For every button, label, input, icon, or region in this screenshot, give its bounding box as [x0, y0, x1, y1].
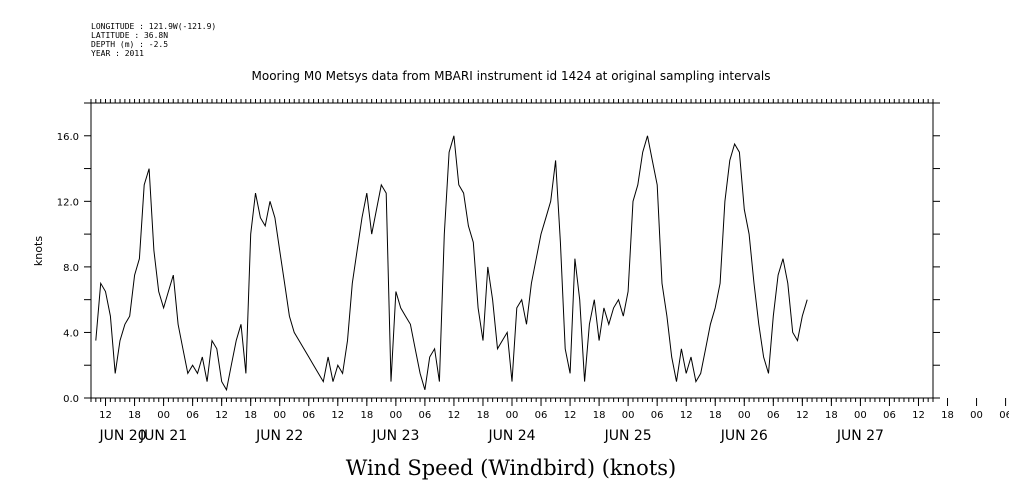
x-tick-label: 18: [360, 410, 373, 421]
x-tick-label: 18: [825, 410, 838, 421]
x-tick-label: 06: [419, 410, 432, 421]
x-tick-label: 06: [651, 410, 664, 421]
meta-depth: DEPTH (m) : -2.5: [91, 40, 169, 49]
x-date-label: JUN 22: [255, 428, 303, 444]
x-tick-label: 12: [564, 410, 577, 421]
x-tick-label: 00: [970, 410, 983, 421]
x-date-label: JUN 24: [487, 428, 535, 444]
meta-latitude: LATITUDE : 36.8N: [91, 31, 169, 40]
x-tick-label: 00: [622, 410, 635, 421]
x-tick-label: 12: [448, 410, 461, 421]
x-tick-label: 18: [477, 410, 490, 421]
x-tick-label: 06: [535, 410, 548, 421]
x-tick-label: 00: [854, 410, 867, 421]
x-date-label: JUN 20: [98, 428, 146, 444]
x-tick-label: 06: [883, 410, 896, 421]
meta-year: YEAR : 2011: [91, 49, 144, 58]
x-tick-label: 06: [302, 410, 315, 421]
x-date-label: JUN 25: [604, 428, 652, 444]
x-tick-label: 12: [331, 410, 344, 421]
chart-caption: Wind Speed (Windbird) (knots): [346, 456, 676, 480]
y-axis-label: knots: [32, 236, 45, 266]
x-tick-label: 12: [215, 410, 228, 421]
x-tick-label: 12: [912, 410, 925, 421]
y-tick-label: 12.0: [57, 197, 79, 208]
x-tick-label: 00: [389, 410, 402, 421]
x-tick-label: 00: [738, 410, 751, 421]
y-tick-label: 8.0: [63, 263, 79, 274]
metadata-block: LONGITUDE : 121.9W(-121.9) LATITUDE : 36…: [91, 22, 216, 58]
x-tick-label: 06: [999, 410, 1009, 421]
x-tick-label: 18: [709, 410, 722, 421]
x-tick-label: 18: [941, 410, 954, 421]
x-tick-label: 18: [128, 410, 141, 421]
x-date-label: JUN 26: [720, 428, 768, 444]
y-tick-label: 16.0: [57, 132, 79, 143]
meta-longitude: LONGITUDE : 121.9W(-121.9): [91, 22, 217, 31]
x-date-label: JUN 21: [139, 428, 187, 444]
x-tick-label: 00: [157, 410, 170, 421]
x-tick-label: 06: [186, 410, 199, 421]
x-date-label: JUN 23: [371, 428, 419, 444]
wind-speed-series-line: [95, 135, 808, 392]
x-tick-label: 00: [273, 410, 286, 421]
chart-title: Mooring M0 Metsys data from MBARI instru…: [252, 69, 771, 83]
x-tick-label: 12: [99, 410, 112, 421]
x-tick-label: 12: [680, 410, 693, 421]
x-tick-label: 18: [593, 410, 606, 421]
x-tick-label: 18: [244, 410, 257, 421]
x-tick-label: 06: [767, 410, 780, 421]
x-tick-label: 00: [506, 410, 519, 421]
x-tick-label: 12: [796, 410, 809, 421]
y-tick-label: 4.0: [63, 328, 79, 339]
x-date-label: JUN 27: [836, 428, 884, 444]
y-tick-label: 0.0: [63, 394, 79, 405]
